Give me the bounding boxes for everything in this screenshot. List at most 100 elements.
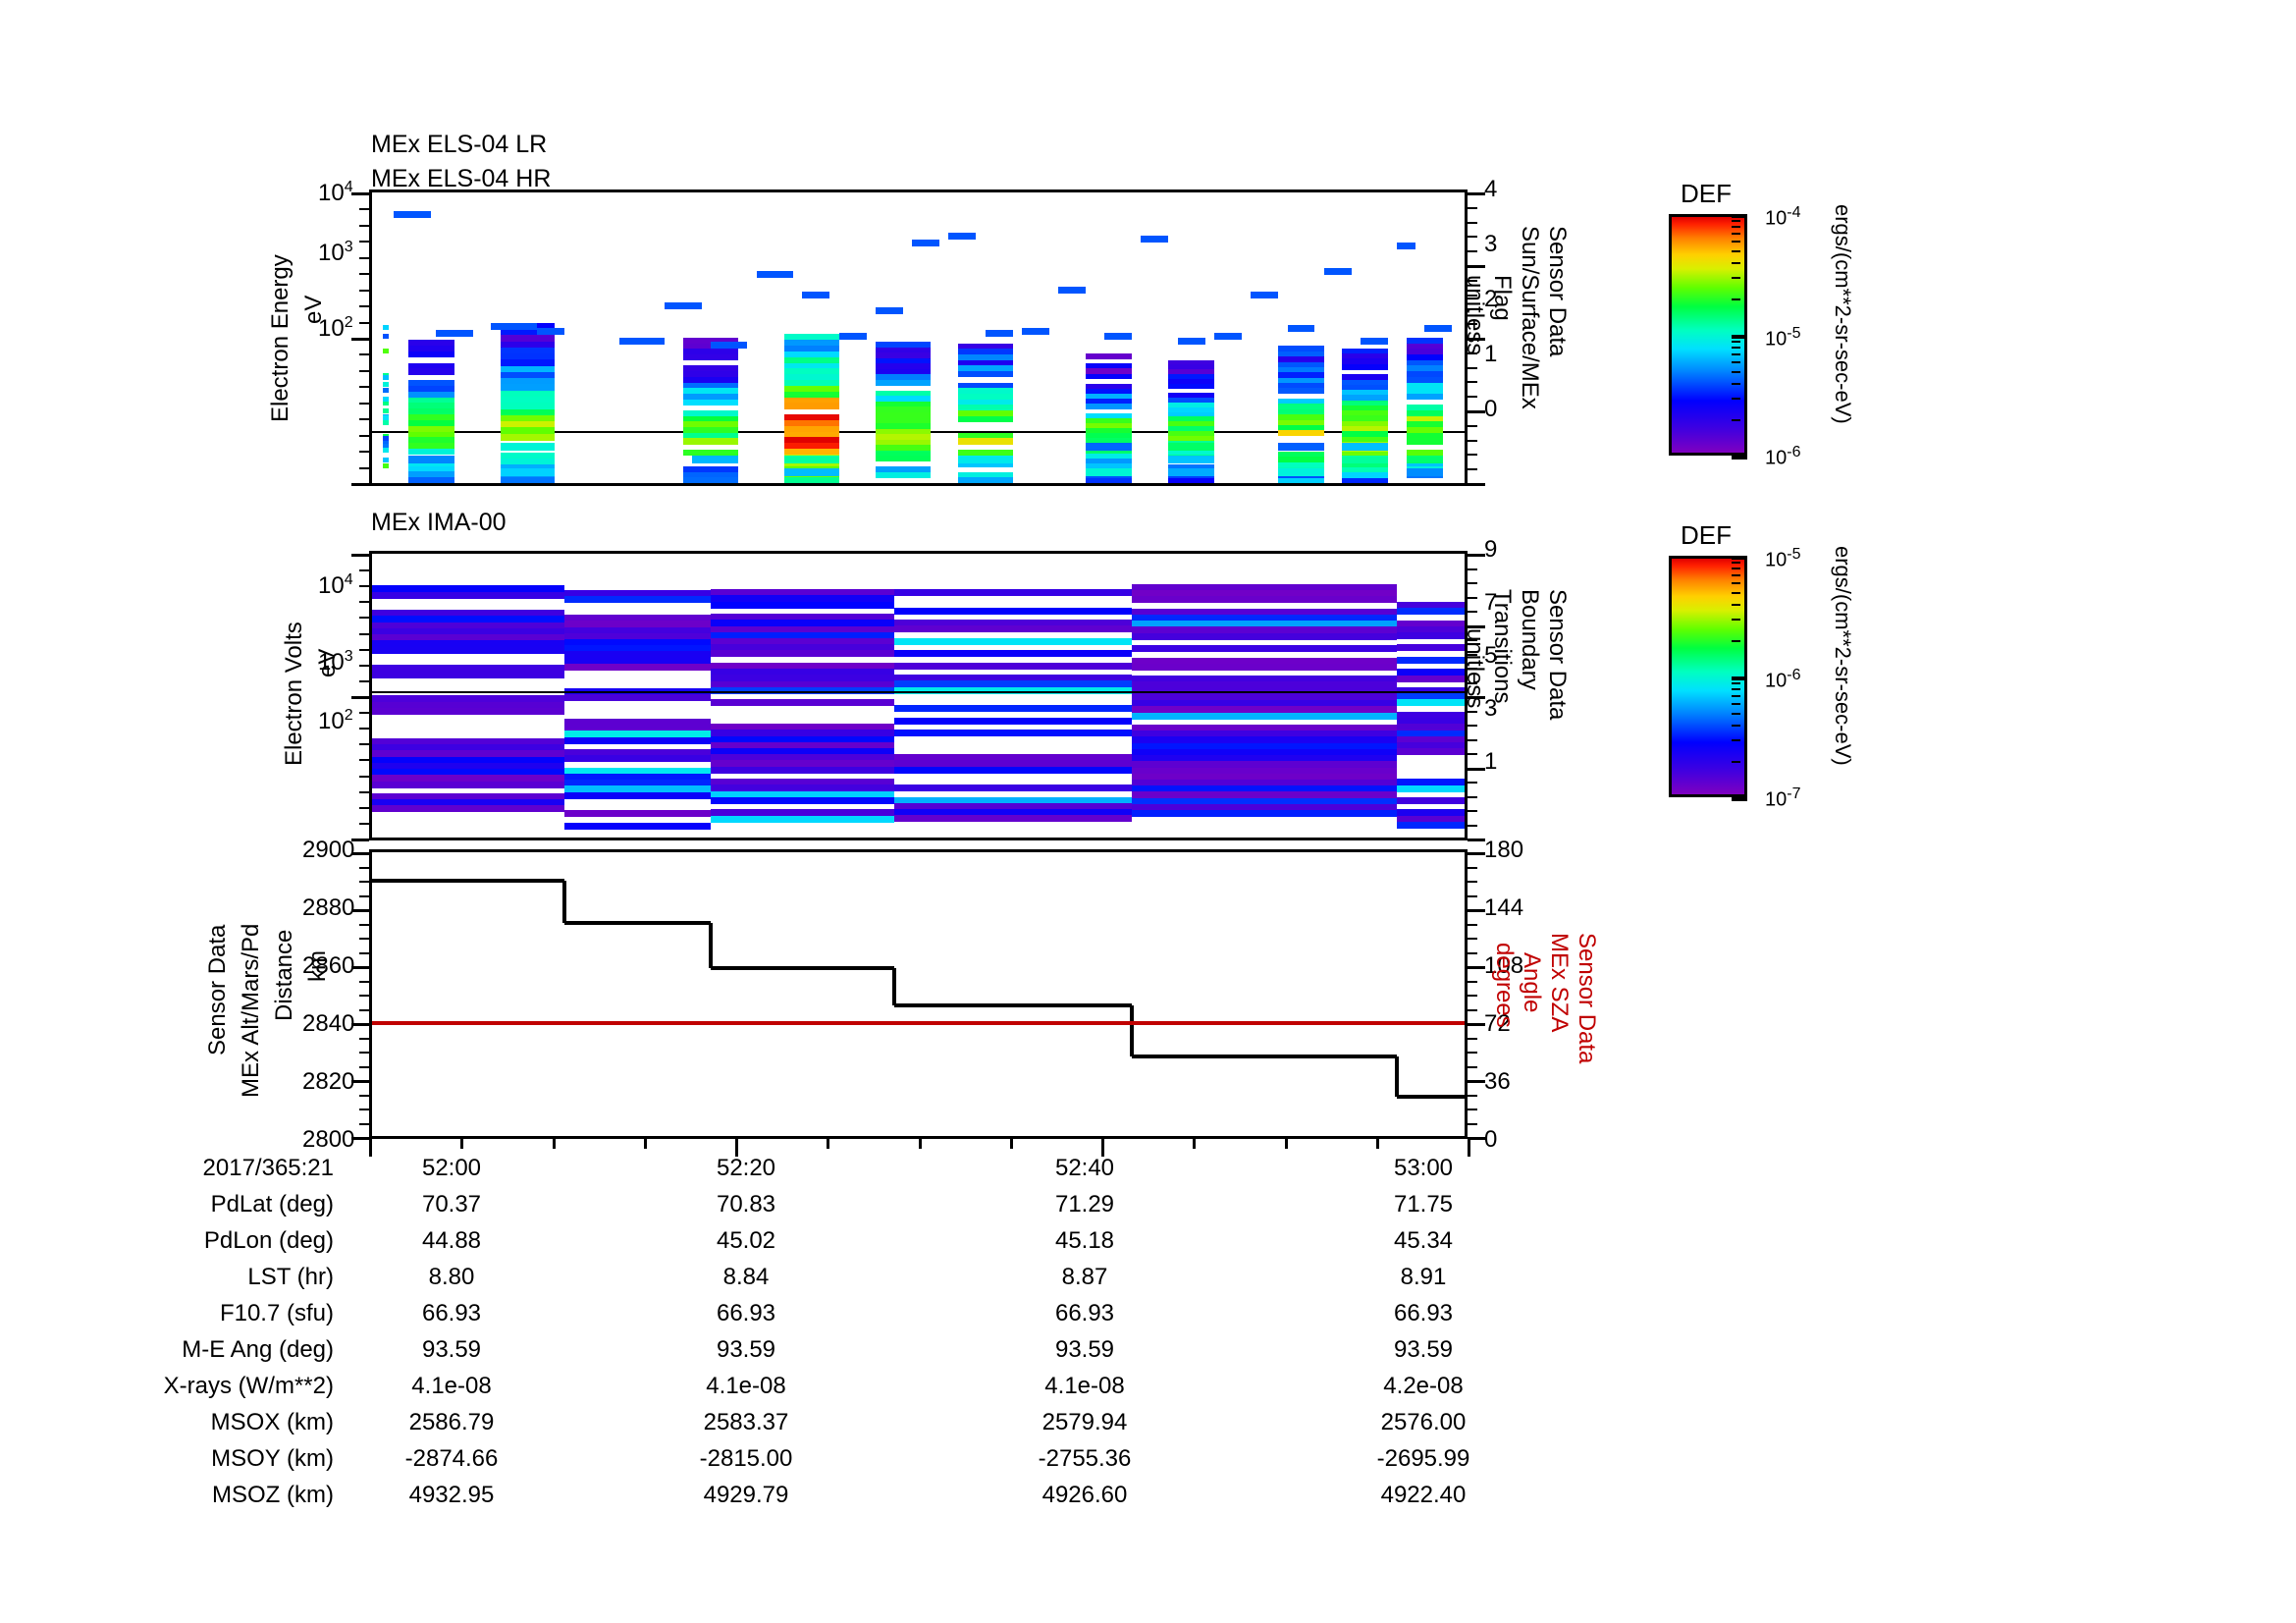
spectrogram-band bbox=[711, 741, 894, 749]
axis-minor-tick bbox=[1468, 624, 1477, 627]
spectrogram-band bbox=[893, 730, 1132, 737]
spectrogram-band bbox=[1397, 797, 1465, 805]
spectrogram-band bbox=[711, 601, 894, 609]
spectrogram-band bbox=[711, 735, 894, 743]
spectrogram-band bbox=[1131, 767, 1398, 775]
spectrogram-band bbox=[1406, 449, 1444, 457]
colorbar2-min-label: 10-7 bbox=[1765, 785, 1801, 811]
spectrogram-band bbox=[683, 449, 738, 457]
x-axis-minor-tick bbox=[460, 1139, 464, 1149]
spectrogram-band bbox=[683, 376, 738, 384]
panel2-ytick-1e3: 103 bbox=[318, 648, 353, 676]
spectrogram-band bbox=[1168, 478, 1214, 483]
table-cell: 70.37 bbox=[421, 1191, 482, 1217]
table-cell: 4926.60 bbox=[1041, 1482, 1128, 1508]
axis-minor-tick bbox=[1468, 866, 1477, 869]
spectrogram-band bbox=[683, 399, 738, 406]
spectrogram-band bbox=[875, 450, 931, 457]
axis-minor-tick bbox=[359, 1037, 369, 1040]
spectrogram-band bbox=[500, 353, 556, 360]
panel3-right-label-2: MEx SZA bbox=[1546, 933, 1573, 1033]
low-energy-speck bbox=[383, 408, 390, 414]
x-axis-major-tick bbox=[735, 1139, 738, 1157]
axis-minor-tick bbox=[359, 402, 369, 405]
panel1-ytick-1e4: 104 bbox=[318, 179, 353, 206]
spectrogram-band bbox=[1342, 379, 1389, 386]
low-energy-speck bbox=[383, 442, 390, 448]
axis-minor-tick bbox=[359, 909, 369, 911]
colorbar-tick bbox=[1732, 261, 1740, 264]
spectrogram-band bbox=[1406, 343, 1444, 350]
spectrogram-band bbox=[1406, 421, 1444, 428]
axis-minor-tick bbox=[1468, 424, 1477, 427]
altitude-step-vertical bbox=[1395, 1056, 1400, 1097]
spectrogram-band bbox=[893, 802, 1132, 810]
spectrogram-band bbox=[893, 607, 1132, 615]
spectrogram-band bbox=[1406, 427, 1444, 434]
spectrogram-band bbox=[1131, 706, 1398, 714]
spectrogram-band bbox=[1278, 388, 1324, 395]
table-cell: 4932.95 bbox=[408, 1482, 495, 1508]
spectrogram-band bbox=[1168, 473, 1214, 479]
panel3-right-tick-180: 180 bbox=[1484, 837, 1524, 863]
x-axis-major-tick bbox=[1101, 1139, 1104, 1157]
spectrogram-band bbox=[875, 428, 931, 435]
axis-minor-tick bbox=[1468, 951, 1477, 954]
spectrogram-band bbox=[1131, 645, 1398, 653]
axis-minor-tick bbox=[359, 696, 369, 698]
panel3-right-label-1: Sensor Data bbox=[1574, 933, 1600, 1064]
panel1-right-tick-4: 4 bbox=[1484, 176, 1498, 202]
spectrogram-band bbox=[1406, 438, 1444, 445]
colorbar2-unit-label: ergs/(cm**2-sr-sec-eV) bbox=[1831, 546, 1855, 766]
spectrogram-band bbox=[500, 414, 556, 422]
spectrogram-band bbox=[783, 374, 839, 381]
axis-minor-tick bbox=[359, 338, 369, 340]
spectrogram-band bbox=[1278, 372, 1324, 379]
spectrogram-band bbox=[1131, 755, 1398, 763]
axis-minor-tick bbox=[359, 451, 369, 454]
spectrogram-band bbox=[711, 699, 894, 707]
table-cell: 8.87 bbox=[1061, 1264, 1108, 1290]
spectrogram-band bbox=[372, 665, 564, 673]
panel2-boundary-line bbox=[372, 691, 1465, 693]
spectrogram-band bbox=[1342, 374, 1389, 381]
x-axis-major-tick bbox=[1468, 1139, 1470, 1157]
axis-minor-tick bbox=[1468, 582, 1477, 584]
axis-minor-tick bbox=[1468, 294, 1477, 297]
spectrogram-band bbox=[500, 427, 556, 435]
axis-minor-tick bbox=[1468, 1008, 1477, 1011]
panel3-plot-area[interactable] bbox=[369, 849, 1468, 1139]
colorbar-tick bbox=[1732, 695, 1740, 698]
spectrogram-band bbox=[1406, 410, 1444, 417]
spectrogram-band bbox=[711, 669, 894, 676]
spectrogram-band bbox=[957, 393, 1013, 401]
high-energy-trace bbox=[1424, 325, 1453, 333]
spectrogram-band bbox=[875, 456, 931, 462]
high-energy-trace bbox=[912, 240, 940, 247]
spectrogram-band bbox=[1342, 384, 1389, 391]
spectrogram-band bbox=[711, 760, 894, 768]
axis-minor-tick bbox=[359, 938, 369, 940]
spectrogram-band bbox=[1342, 431, 1389, 438]
colorbar-tick bbox=[1732, 219, 1740, 222]
axis-minor-tick bbox=[359, 712, 369, 715]
spectrogram-band bbox=[563, 632, 711, 640]
axis-minor-tick bbox=[1468, 410, 1477, 412]
axis-minor-tick bbox=[359, 601, 369, 604]
panel1-plot-area[interactable] bbox=[369, 189, 1468, 486]
axis-minor-tick bbox=[1468, 938, 1477, 940]
low-energy-speck bbox=[383, 387, 390, 393]
panel2-plot-area[interactable] bbox=[369, 551, 1468, 840]
table-cell: 66.93 bbox=[716, 1300, 776, 1326]
axis-minor-tick bbox=[1468, 554, 1477, 556]
spectrogram-band bbox=[683, 393, 738, 401]
table-cell: 66.93 bbox=[421, 1300, 482, 1326]
axis-minor-tick bbox=[359, 585, 369, 588]
spectrogram-band bbox=[500, 371, 556, 379]
spectrogram-band bbox=[372, 707, 564, 715]
spectrogram-band bbox=[711, 724, 894, 731]
table-cell: 71.75 bbox=[1393, 1191, 1454, 1217]
spectrogram-band bbox=[1397, 675, 1465, 682]
axis-minor-tick bbox=[1468, 250, 1477, 253]
low-energy-speck bbox=[383, 439, 390, 445]
